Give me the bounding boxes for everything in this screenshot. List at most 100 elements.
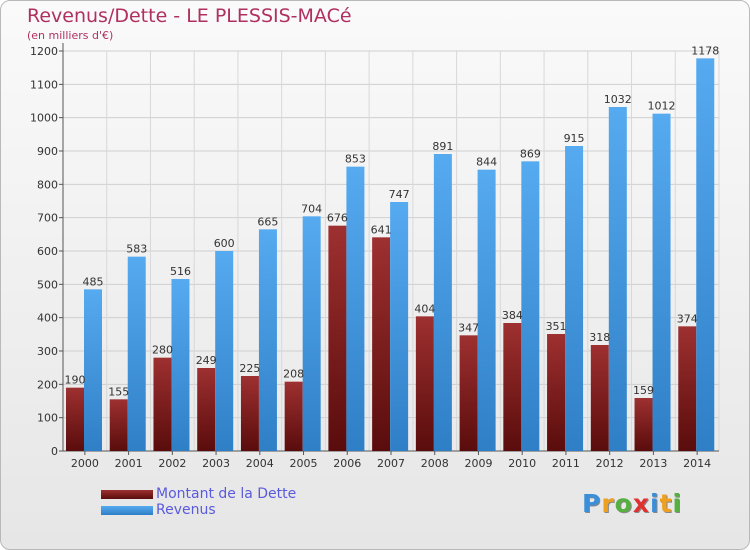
x-tick-label: 2013 xyxy=(639,457,667,470)
bar-revenue xyxy=(302,216,321,451)
x-tick-label: 2002 xyxy=(158,457,186,470)
x-tick-label: 2012 xyxy=(596,457,624,470)
chart-subtitle: (en milliers d'€) xyxy=(27,29,114,42)
data-label-debt: 351 xyxy=(546,320,567,333)
x-tick-label: 2004 xyxy=(246,457,274,470)
bar-debt xyxy=(547,334,566,451)
axes: 0 100 200 300 400 500 600 700 800 900 1000 1100 1200… xyxy=(30,43,719,470)
y-tick-label: 800 xyxy=(37,178,58,191)
legend-label-debt: Montant de la Dette xyxy=(156,486,297,502)
bar-debt xyxy=(328,225,347,451)
data-label-debt: 155 xyxy=(108,385,129,398)
data-label-revenue: 485 xyxy=(83,275,104,288)
y-tick-label: 1000 xyxy=(30,112,58,125)
logo-letter: o xyxy=(614,489,633,518)
data-label-revenue: 853 xyxy=(345,153,366,166)
bar-revenue xyxy=(433,154,452,451)
data-label-debt: 159 xyxy=(633,384,654,397)
logo-letter: t xyxy=(659,489,673,518)
logo-letter: x xyxy=(632,489,650,518)
data-label-revenue: 844 xyxy=(476,156,497,169)
data-label-debt: 225 xyxy=(239,362,260,375)
proxiti-logo: Proxiti xyxy=(582,489,682,518)
data-label-debt: 280 xyxy=(152,344,173,357)
logo-letter: r xyxy=(601,489,615,518)
x-tick-label: 2003 xyxy=(202,457,230,470)
data-label-debt: 404 xyxy=(414,302,435,315)
x-tick-label: 2010 xyxy=(508,457,536,470)
data-label-debt: 318 xyxy=(589,331,610,344)
data-label-debt: 676 xyxy=(327,212,348,225)
bar-revenue xyxy=(215,251,234,451)
data-label-debt: 641 xyxy=(371,223,392,236)
legend-swatch-debt xyxy=(101,490,153,499)
bar-revenue xyxy=(521,161,540,452)
legend-label-revenue: Revenus xyxy=(156,502,216,518)
x-tick-label: 2009 xyxy=(464,457,492,470)
y-tick-label: 1100 xyxy=(30,78,58,91)
bar-debt xyxy=(284,381,303,451)
bar-debt xyxy=(634,398,653,451)
x-tick-label: 2011 xyxy=(552,457,580,470)
bar-debt xyxy=(590,345,609,451)
data-label-revenue: 915 xyxy=(564,132,585,145)
bars xyxy=(66,58,715,452)
x-tick-label: 2001 xyxy=(115,457,143,470)
data-label-revenue: 600 xyxy=(214,237,235,250)
bar-revenue xyxy=(346,166,365,451)
y-tick-label: 700 xyxy=(37,212,58,225)
data-label-debt: 208 xyxy=(283,368,304,381)
bar-revenue xyxy=(127,256,146,451)
y-tick-label: 600 xyxy=(37,245,58,258)
bar-revenue xyxy=(477,169,496,451)
logo-letter: i xyxy=(672,489,683,518)
data-label-revenue: 583 xyxy=(126,243,147,256)
bar-revenue xyxy=(608,107,627,451)
data-label-revenue: 1032 xyxy=(604,93,632,106)
y-tick-label: 200 xyxy=(37,378,58,391)
bar-debt xyxy=(153,357,172,451)
bar-revenue xyxy=(652,113,671,452)
bar-revenue xyxy=(258,229,277,451)
y-tick-label: 0 xyxy=(51,445,58,458)
y-tick-label: 100 xyxy=(37,412,58,425)
legend-swatch-revenue xyxy=(101,506,153,515)
data-label-revenue: 891 xyxy=(432,140,453,153)
logo-letter: i xyxy=(650,489,660,518)
bar-revenue xyxy=(84,289,102,451)
data-label-revenue: 516 xyxy=(170,265,191,278)
y-tick-label: 300 xyxy=(37,345,58,358)
data-label-debt: 374 xyxy=(677,312,698,325)
data-label-revenue: 1012 xyxy=(648,100,676,113)
bar-revenue xyxy=(390,202,409,451)
data-label-debt: 190 xyxy=(65,374,86,387)
bar-revenue xyxy=(565,146,584,451)
x-tick-label: 2005 xyxy=(290,457,318,470)
data-label-revenue: 1178 xyxy=(691,44,719,57)
data-label-revenue: 665 xyxy=(257,215,278,228)
bar-debt xyxy=(109,399,128,451)
x-tick-label: 2007 xyxy=(377,457,405,470)
bar-debt xyxy=(459,335,478,451)
x-tick-label: 2000 xyxy=(71,457,99,470)
y-tick-label: 900 xyxy=(37,145,58,158)
x-tick-label: 2014 xyxy=(683,457,711,470)
y-tick-label: 500 xyxy=(37,278,58,291)
data-labels: 190 485 155 583 280 516 249 600 225 665 208 704 676 8… xyxy=(65,44,720,398)
bar-debt xyxy=(240,376,259,451)
bar-debt xyxy=(503,323,522,451)
data-label-revenue: 747 xyxy=(389,188,410,201)
chart-title: Revenus/Dette - LE PLESSIS-MACé xyxy=(27,5,352,27)
x-tick-label: 2008 xyxy=(421,457,449,470)
bar-revenue xyxy=(696,58,715,451)
bar-revenue xyxy=(171,279,190,451)
bar-debt xyxy=(372,237,391,451)
logo-letter: P xyxy=(582,489,602,518)
data-label-revenue: 869 xyxy=(520,147,541,160)
bar-debt xyxy=(197,368,216,451)
data-label-debt: 384 xyxy=(502,309,523,322)
bar-debt xyxy=(66,387,84,451)
data-label-debt: 347 xyxy=(458,321,479,334)
